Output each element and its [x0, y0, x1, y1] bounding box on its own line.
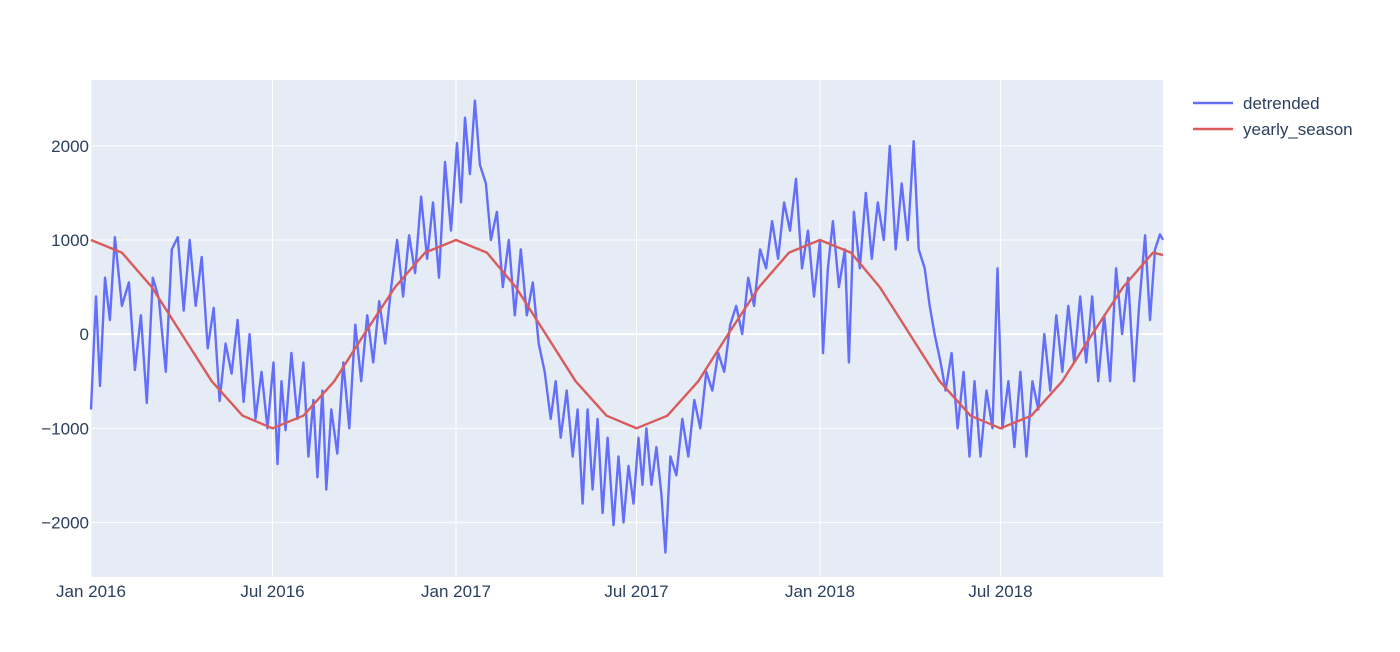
- y-tick-label: −1000: [41, 419, 89, 438]
- x-tick-label: Jan 2018: [785, 582, 855, 601]
- series-line-detrended: [89, 99, 1165, 554]
- y-axis-tick-labels: 2000 1000 0 −1000 −2000: [41, 137, 89, 533]
- y-tick-label: 0: [80, 325, 89, 344]
- x-tick-label: Jan 2016: [56, 582, 126, 601]
- plot-area: [91, 80, 1163, 577]
- y-tick-label: −2000: [41, 513, 89, 532]
- legend-label: detrended: [1243, 94, 1320, 113]
- x-tick-label: Jul 2017: [604, 582, 668, 601]
- y-tick-label: 2000: [51, 137, 89, 156]
- x-tick-label: Jan 2017: [421, 582, 491, 601]
- legend-item-detrended[interactable]: detrended: [1193, 94, 1320, 113]
- x-axis-tick-labels: Jan 2016 Jul 2016 Jan 2017 Jul 2017 Jan 2018…: [56, 582, 1033, 601]
- x-tick-label: Jul 2018: [968, 582, 1032, 601]
- x-tick-label: Jul 2016: [240, 582, 304, 601]
- legend[interactable]: detrended yearly_season: [1193, 94, 1353, 139]
- series-layer: [89, 99, 1165, 554]
- legend-item-yearly-season[interactable]: yearly_season: [1193, 120, 1353, 139]
- x-gridlines: [90, 80, 1001, 577]
- legend-label: yearly_season: [1243, 120, 1353, 139]
- series-line-yearly-season: [90, 238, 1164, 430]
- y-tick-label: 1000: [51, 231, 89, 250]
